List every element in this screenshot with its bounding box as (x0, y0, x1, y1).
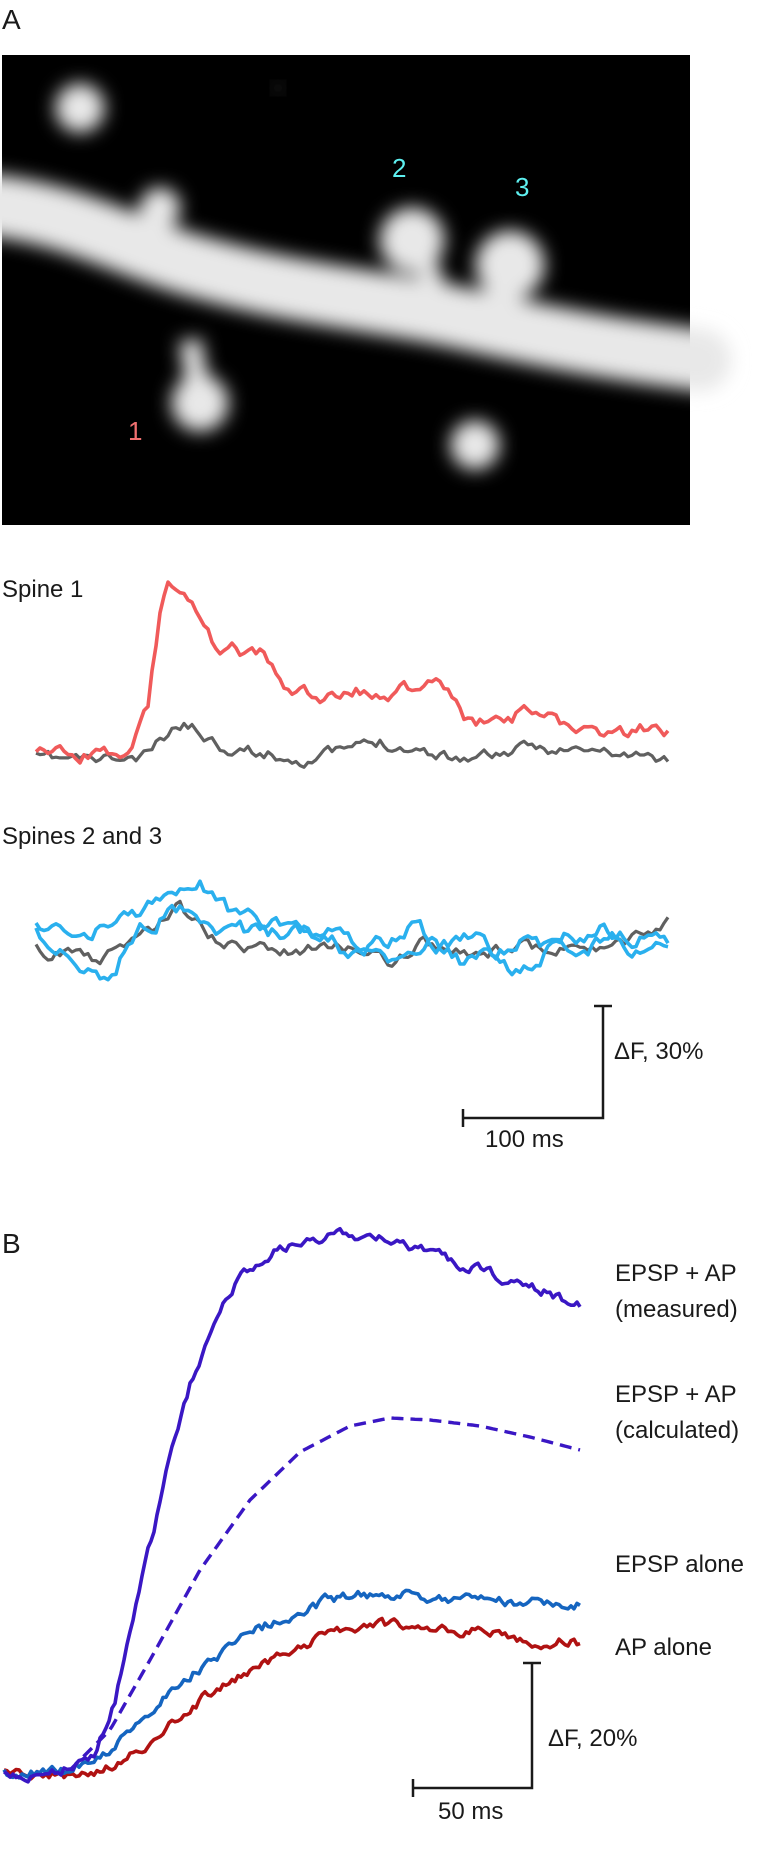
scale-b-y-label: ΔF, 20% (548, 1725, 638, 1752)
scale-a-y-label: ΔF, 30% (614, 1038, 704, 1065)
spines23-title: Spines 2 and 3 (2, 823, 163, 850)
epsp-alone-trace (2, 1588, 581, 1780)
calculated-label-line1: EPSP + AP (615, 1381, 737, 1408)
panel-b-label: B (2, 1228, 21, 1259)
spine1-title: Spine 1 (2, 576, 84, 603)
calculated-sum-trace (68, 1416, 581, 1772)
dendrite-micrograph (0, 55, 731, 525)
scale-b-x-label: 50 ms (438, 1798, 504, 1825)
measured-label-line1: EPSP + AP (615, 1260, 737, 1287)
measured-label-line2: (measured) (615, 1296, 738, 1323)
ap-alone-trace (3, 1616, 581, 1781)
spine3-response-trace (34, 903, 669, 982)
spine1-control-trace (35, 721, 670, 769)
panel-b-traces (2, 1226, 582, 1784)
spine1-traces (34, 580, 670, 769)
scale-bar-a (461, 1004, 612, 1127)
spine1-response-trace (34, 580, 670, 765)
spine-label-1: 1 (128, 416, 143, 446)
spines23-traces (34, 879, 670, 982)
spine-label-2: 2 (392, 153, 407, 183)
spine-label-3: 3 (515, 172, 530, 202)
panel-a-label: A (2, 4, 21, 35)
calculated-label-line2: (calculated) (615, 1417, 740, 1444)
ap-label: AP alone (615, 1634, 712, 1661)
measured-sum-trace (3, 1226, 582, 1784)
spine2-response-trace (34, 879, 670, 966)
scale-bar-b (411, 1661, 541, 1797)
spines23-control-trace (34, 899, 670, 968)
epsp-label: EPSP alone (615, 1551, 744, 1578)
scale-a-x-label: 100 ms (485, 1126, 564, 1153)
